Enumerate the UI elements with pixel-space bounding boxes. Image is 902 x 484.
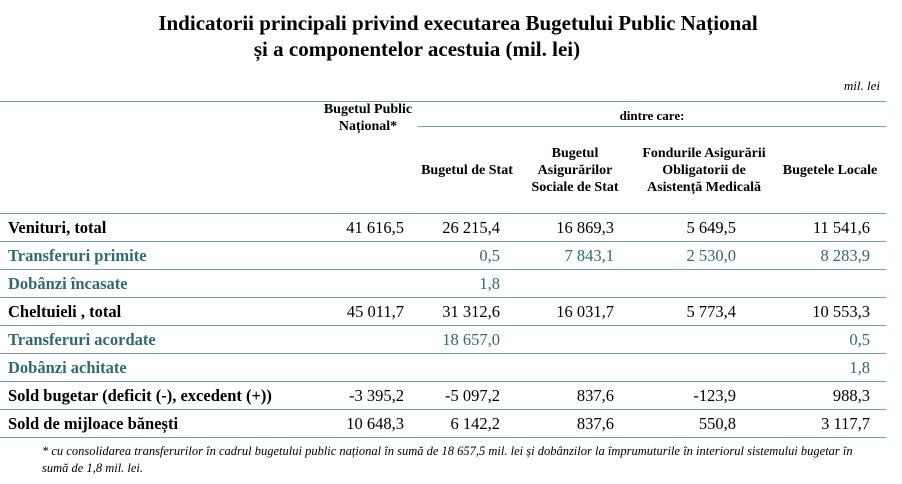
cell-value: 31 312,6 <box>418 297 516 326</box>
column-header-national: Bugetul Public Național* <box>318 100 418 188</box>
cell-value: 1,8 <box>774 353 886 382</box>
footnote: * cu consolidarea transferurilor în cadr… <box>42 444 853 475</box>
row-label: Sold de mijloace bănești <box>0 409 318 438</box>
title-line-1: Indicatorii principali privind executare… <box>158 11 758 35</box>
cell-value: 550,8 <box>634 409 774 438</box>
row-label: Sold bugetar (deficit (-), excedent (+)) <box>0 381 318 410</box>
table-row: Transferuri acordate 18 657,0 0,5 <box>0 325 886 354</box>
cell-value: -123,9 <box>634 381 774 410</box>
cell-value: 988,3 <box>774 381 886 410</box>
row-label: Transferuri acordate <box>0 325 318 354</box>
cell-value <box>634 325 774 354</box>
cell-value: 1,8 <box>418 269 516 298</box>
budget-table: dintre care: Bugetul Public Național* Bu… <box>0 100 886 438</box>
table-row: Sold de mijloace bănești 10 648,3 6 142,… <box>0 409 886 438</box>
table-row: Transferuri primite 0,5 7 843,1 2 530,0 … <box>0 241 886 270</box>
row-label: Dobânzi încasate <box>0 269 318 298</box>
cell-value <box>634 353 774 382</box>
cell-value: 2 530,0 <box>634 241 774 270</box>
cell-value <box>516 269 634 298</box>
cell-value: -5 097,2 <box>418 381 516 410</box>
cell-value: 45 011,7 <box>318 297 418 326</box>
cell-value: 6 142,2 <box>418 409 516 438</box>
column-header-state: Bugetul de Stat <box>418 126 516 214</box>
column-header-medical: Fondurile Asigurării Obligatorii de Asis… <box>634 126 774 214</box>
cell-value: 11 541,6 <box>774 213 886 242</box>
row-label: Transferuri primite <box>0 241 318 270</box>
title-line-2: și a componentelor acestuia (mil. lei) <box>253 37 581 61</box>
cell-value: 5 773,4 <box>634 297 774 326</box>
cell-value: 26 215,4 <box>418 213 516 242</box>
cell-value: 16 031,7 <box>516 297 634 326</box>
cell-value: 10 648,3 <box>318 409 418 438</box>
table-row: Dobânzi încasate 1,8 <box>0 269 886 298</box>
cell-value <box>318 241 418 270</box>
cell-value <box>516 353 634 382</box>
row-label: Dobânzi achitate <box>0 353 318 382</box>
row-label: Venituri, total <box>0 213 318 242</box>
row-label: Cheltuieli , total <box>0 297 318 326</box>
unit-label: mil. lei <box>843 78 880 93</box>
cell-value: 5 649,5 <box>634 213 774 242</box>
cell-value: 16 869,3 <box>516 213 634 242</box>
column-header-social: Bugetul Asigurărilor Sociale de Stat <box>516 126 634 214</box>
cell-value: -3 395,2 <box>318 381 418 410</box>
cell-value: 8 283,9 <box>774 241 886 270</box>
cell-value: 7 843,1 <box>516 241 634 270</box>
cell-value: 41 616,5 <box>318 213 418 242</box>
cell-value <box>318 269 418 298</box>
table-row: Sold bugetar (deficit (-), excedent (+))… <box>0 381 886 410</box>
header-row-top: dintre care: <box>0 101 886 127</box>
cell-value <box>318 353 418 382</box>
cell-value: 837,6 <box>516 409 634 438</box>
cell-value: 0,5 <box>774 325 886 354</box>
table-row: Venituri, total 41 616,5 26 215,4 16 869… <box>0 213 886 242</box>
cell-value: 18 657,0 <box>418 325 516 354</box>
cell-value: 3 117,7 <box>774 409 886 438</box>
column-header-local: Bugetele Locale <box>774 126 886 214</box>
header-subheading: dintre care: <box>418 101 886 127</box>
header-blank <box>0 101 318 127</box>
header-label-blank <box>0 126 318 214</box>
cell-value <box>634 269 774 298</box>
cell-value <box>774 269 886 298</box>
cell-value <box>418 353 516 382</box>
cell-value: 10 553,3 <box>774 297 886 326</box>
page-title: Indicatorii principali privind executare… <box>0 10 902 62</box>
cell-value: 0,5 <box>418 241 516 270</box>
cell-value: 837,6 <box>516 381 634 410</box>
table-row: Dobânzi achitate 1,8 <box>0 353 886 382</box>
table-row: Cheltuieli , total 45 011,7 31 312,6 16 … <box>0 297 886 326</box>
header-row-columns: Bugetul Public Național* Bugetul de Stat… <box>0 100 886 214</box>
cell-value <box>516 325 634 354</box>
cell-value <box>318 325 418 354</box>
